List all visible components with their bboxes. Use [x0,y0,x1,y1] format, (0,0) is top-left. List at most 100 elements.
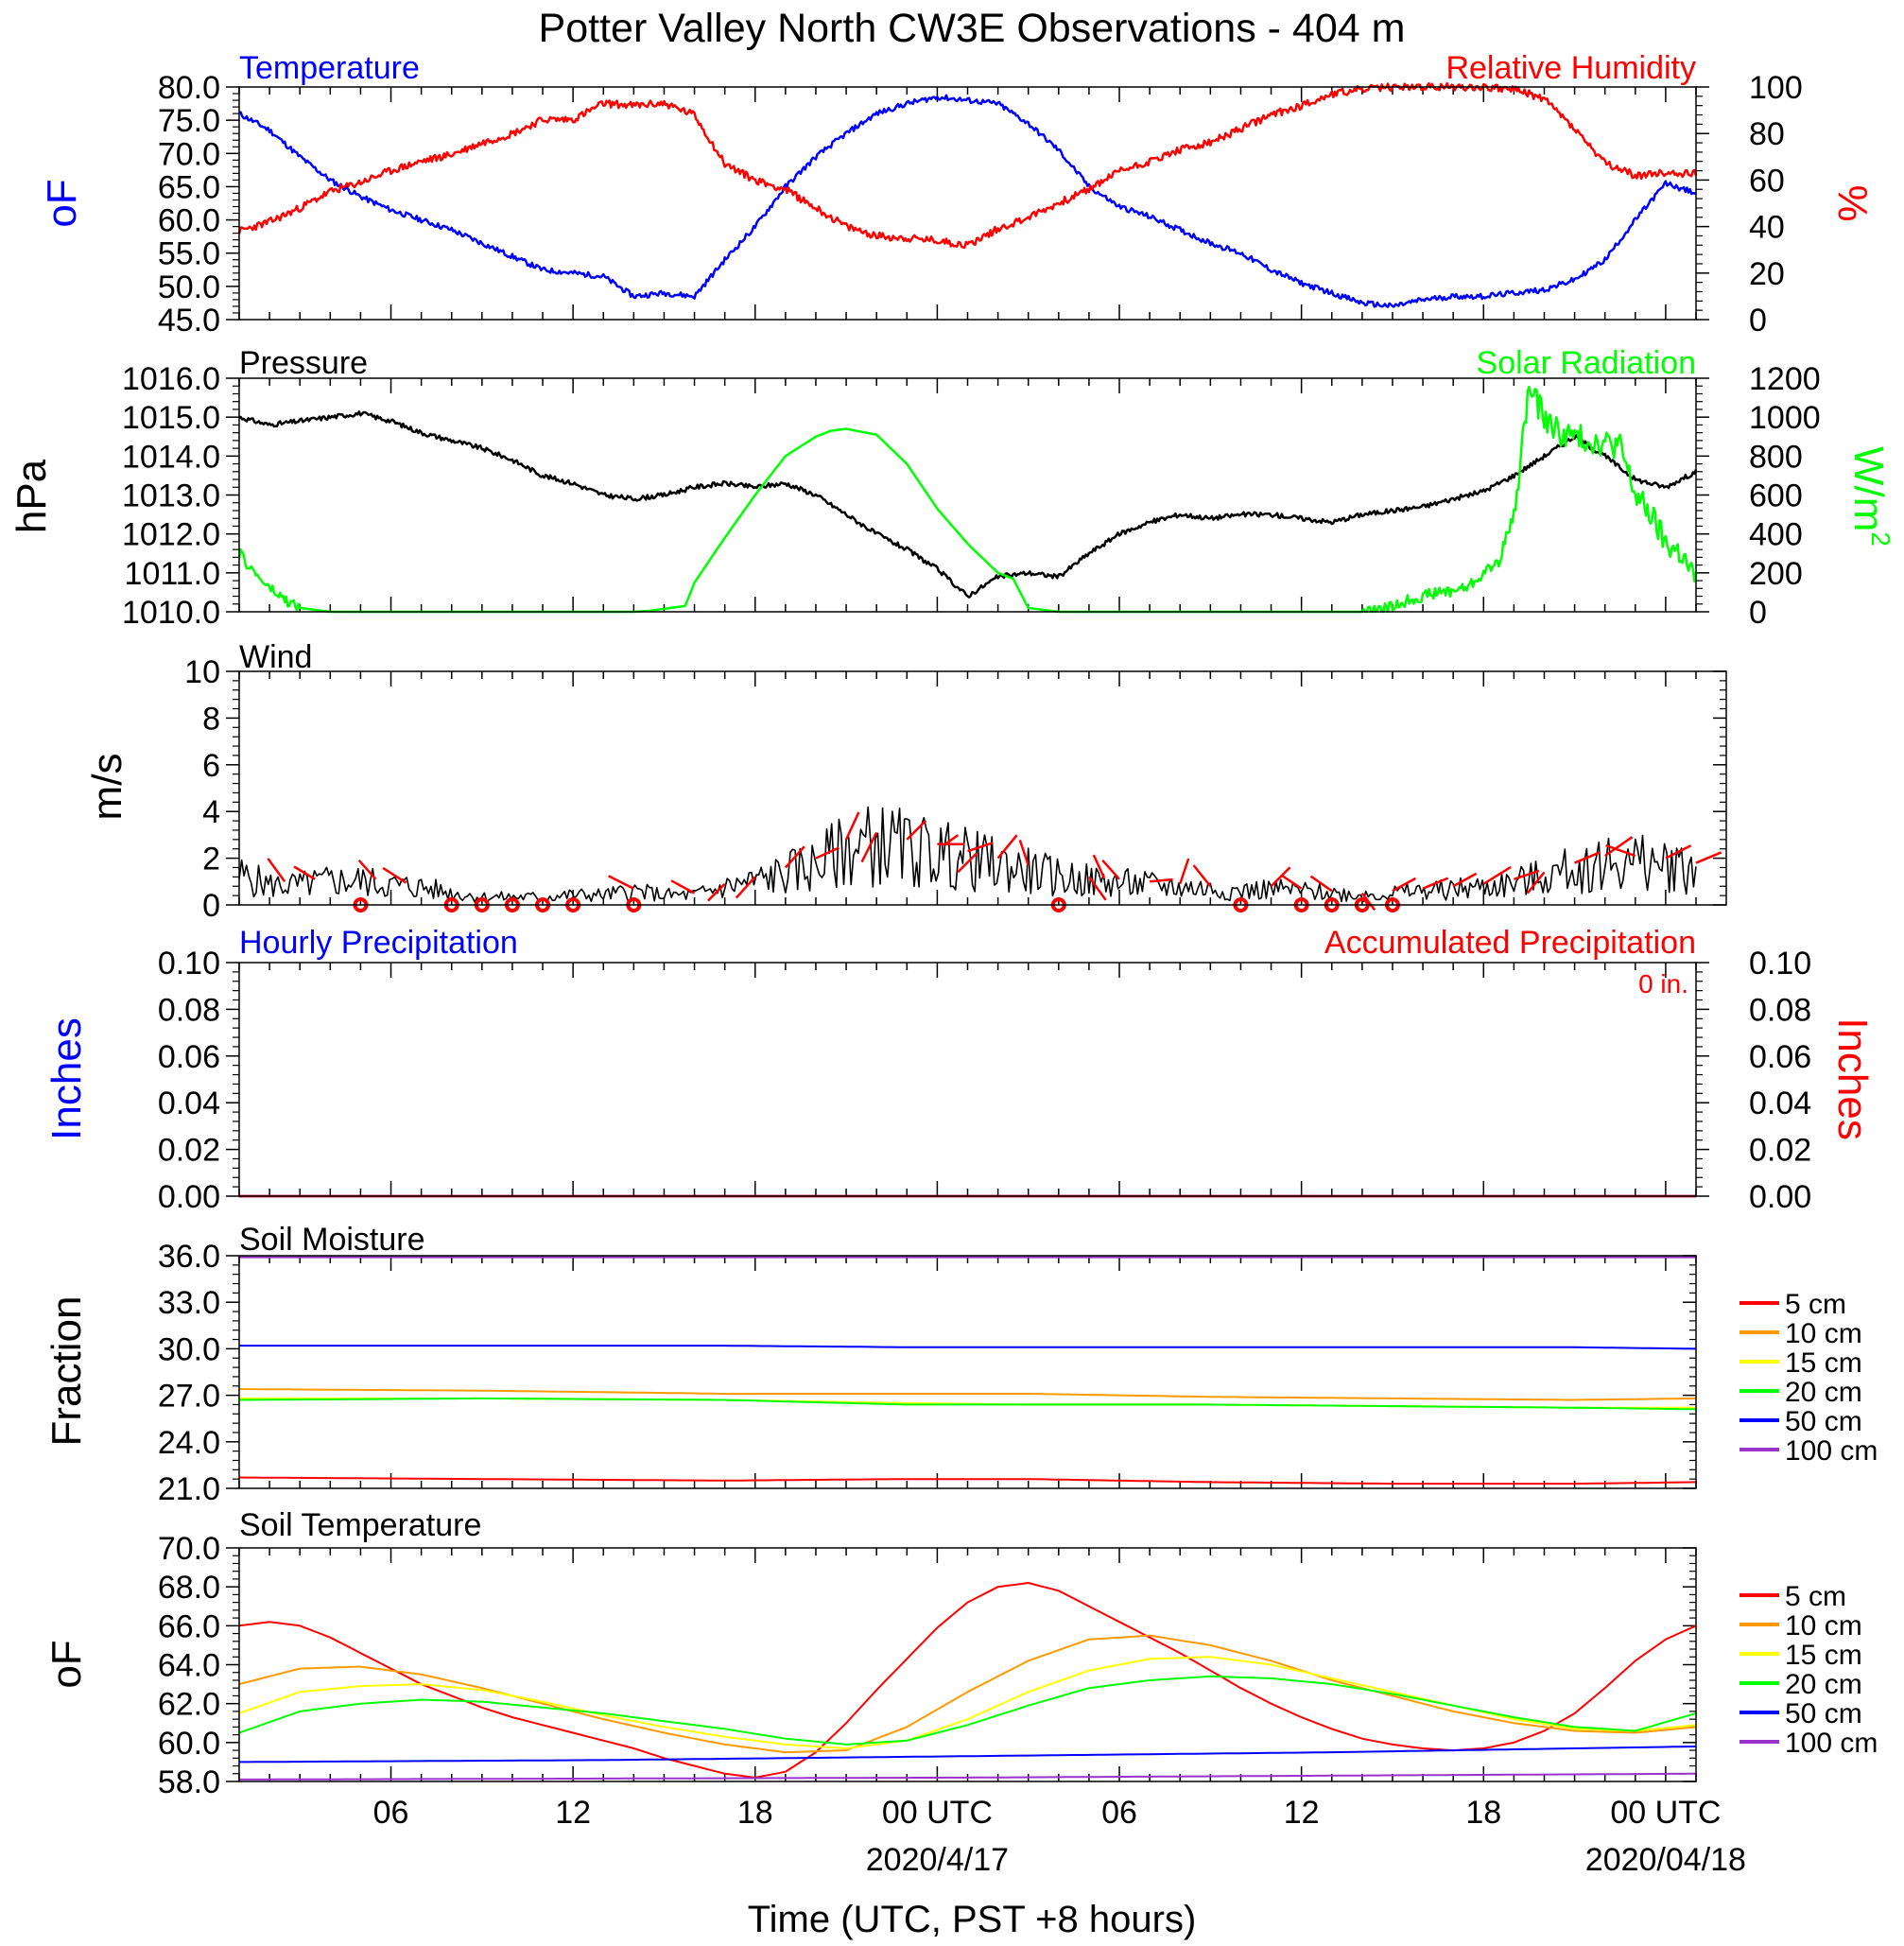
y-tick-label-left: 33.0 [158,1285,220,1321]
y-tick-label-left: 21.0 [158,1471,220,1507]
y-tick-label-right: 200 [1749,556,1803,592]
wind-barb [1482,865,1512,885]
wind-panel-title: Wind [239,639,312,675]
wind-barb [1665,844,1692,860]
wind-barb [784,845,805,869]
wind-barb [1574,851,1601,864]
time-tick-label: 06 [373,1795,409,1831]
y-tick-label-right: 800 [1749,439,1803,475]
wind-barb [1270,866,1291,888]
y-tick-label-right: 0.10 [1749,946,1811,982]
wind-barb [996,834,1018,860]
wind-frame [238,670,1727,906]
wind-barb [1422,877,1449,890]
date-label: 2020/04/18 [1585,1842,1746,1878]
wind-barb [943,834,960,847]
y-tick-label-left: 65.0 [158,169,220,205]
temperature-humidity-frame [238,86,1697,321]
y-tick-label-left: 8 [202,701,220,737]
date-label: 2020/4/17 [866,1842,1009,1878]
y-tick-label-left: 1016.0 [122,361,220,397]
time-tick-label: 12 [1284,1795,1320,1831]
y-tick-label-left: 70.0 [158,1531,220,1567]
y-tick-label-left: 1011.0 [125,556,220,592]
wind-barb [382,866,407,884]
figure-title: Potter Valley North CW3E Observations - … [539,6,1406,51]
y-tick-label-left: 0.00 [158,1179,220,1215]
y-tick-label-left: 27.0 [158,1379,220,1415]
soil-series-line [239,1345,1697,1350]
humidity-line [237,81,1698,250]
y-tick-label-left: 0.04 [158,1086,220,1121]
soil-series-line [238,1675,1697,1746]
wind-barb [906,819,927,841]
legend-label: 100 cm [1785,1435,1878,1467]
y-tick-label-left: 80.0 [158,70,220,106]
y-tick-label-left: 0 [202,888,220,924]
humidity-panel-title: Relative Humidity [1445,50,1696,86]
wind-barb [1526,871,1546,895]
temperature-axis-label: oF [39,179,85,227]
wind-barb [1605,843,1636,858]
soil-moisture-frame [238,1255,1697,1489]
y-tick-label-left: 68.0 [158,1570,220,1606]
wind-barb [1695,851,1722,864]
y-tick-label-left: 66.0 [158,1608,220,1644]
y-tick-label-left: 1012.0 [122,517,220,553]
y-tick-label-right: 0 [1749,595,1767,631]
soil-moisture-lines [238,1256,1697,1486]
soil-moisture-panel: Soil Moisture Fraction 36.0 33.0 30.0 27.0 2… [43,1222,1878,1507]
soil-moisture-title: Soil Moisture [239,1222,425,1258]
y-tick-label-left: 1014.0 [122,439,220,475]
pressure-solar-frame [238,377,1697,613]
soil-moisture-axis-label: Fraction [43,1296,90,1447]
y-tick-label-right: 100 [1749,70,1803,106]
time-axis-labels: 06 12 18 00 UTC 06 12 18 00 UTC 2020/4/17 2020/04… [373,1795,1746,1878]
temperature-humidity-lines [237,81,1698,308]
legend-label: 10 cm [1785,1610,1862,1642]
pressure-panel-title: Pressure [239,345,368,381]
precipitation-ticks: 0.10 0.08 0.06 0.04 0.02 0.00 0.10 0.08 0.06 0.04… [158,946,1811,1215]
y-tick-label-right: 1000 [1749,400,1821,436]
pressure-axis-label: hPa [9,459,55,533]
pressure-line [238,410,1698,599]
y-tick-label-left: 30.0 [158,1331,220,1367]
wind-barb [1392,877,1417,893]
y-tick-label-left: 1013.0 [122,478,220,514]
soil-series-line [238,1388,1697,1401]
accumulated-precip-axis-label: Inches [1829,1017,1876,1140]
precipitation-panel: Hourly Precipitation Accumulated Precipi… [43,925,1876,1215]
wind-barb [1603,836,1634,858]
y-tick-label-right: 0.08 [1749,992,1811,1028]
soil-temperature-lines [238,1582,1697,1781]
time-tick-label: 06 [1101,1795,1137,1831]
solar-axis-label: W/m2 [1845,446,1895,547]
legend-label: 10 cm [1785,1318,1862,1349]
y-tick-label-right: 600 [1749,478,1803,514]
y-tick-label-right: 400 [1749,517,1803,553]
wind-barb [1092,854,1106,879]
humidity-axis-label: % [1829,184,1876,221]
y-tick-label-left: 6 [202,748,220,784]
soil-series-line [238,1476,1697,1486]
y-tick-label-left: 60.0 [158,1726,220,1762]
y-tick-label-right: 1200 [1749,361,1821,397]
solar-unit: W/m [1845,446,1892,531]
wind-barb [1309,875,1333,893]
y-tick-label-left: 70.0 [158,136,220,172]
y-tick-label-right: 0.02 [1749,1133,1811,1169]
y-tick-label-right: 0.00 [1749,1179,1811,1215]
y-tick-label-right: 0.06 [1749,1039,1811,1075]
y-tick-label-right: 80 [1749,116,1785,152]
legend-label: 100 cm [1785,1728,1878,1759]
legend-label: 5 cm [1785,1289,1846,1320]
y-tick-label-left: 1010.0 [122,595,220,631]
y-tick-label-right: 0.04 [1749,1086,1811,1121]
wind-axis-label: m/s [84,754,130,821]
y-tick-label-left: 64.0 [158,1648,220,1684]
wind-barb [706,882,726,902]
wind-barb [670,879,696,895]
wind-barb [267,858,286,883]
